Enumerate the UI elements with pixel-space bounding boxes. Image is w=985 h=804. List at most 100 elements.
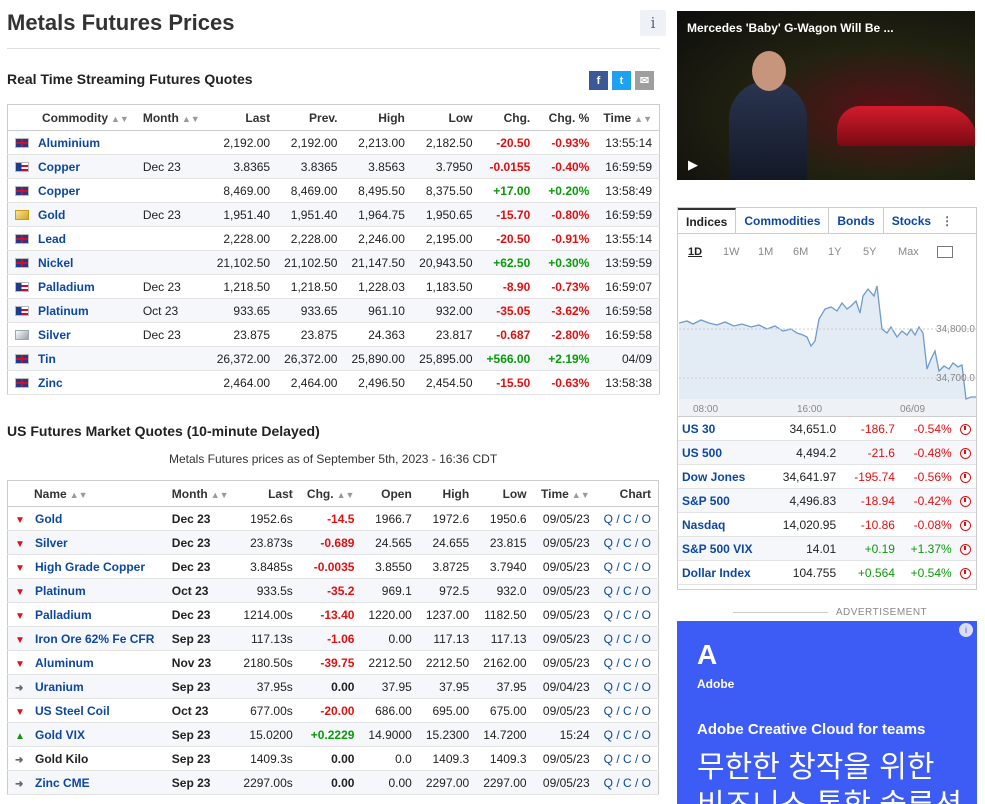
video-title[interactable]: Mercedes 'Baby' G-Wagon Will Be ... — [687, 21, 894, 35]
chart-links[interactable]: Q / C / O — [596, 602, 659, 627]
chart-links[interactable]: Q / C / O — [596, 674, 659, 699]
chart-links[interactable]: Q / C / O — [596, 626, 659, 651]
commodity-name-link[interactable]: Copper — [7, 178, 136, 203]
info-icon[interactable]: i — [640, 10, 666, 36]
col-time[interactable]: Time ▲▼ — [533, 480, 597, 507]
chart-links[interactable]: Q / C / O — [596, 506, 659, 531]
video-player[interactable]: Mercedes 'Baby' G-Wagon Will Be ... ▶ — [677, 11, 975, 180]
futures-name-link[interactable]: ▲ Gold VIX — [7, 722, 165, 747]
table-row[interactable]: Platinum Oct 23 933.65 933.65 961.10 932… — [7, 298, 660, 323]
commodity-name-link[interactable]: Platinum — [7, 298, 136, 323]
index-name-link[interactable]: Dollar Index — [678, 560, 762, 585]
col-last[interactable]: Last — [235, 480, 300, 507]
col-last[interactable]: Last — [208, 104, 278, 131]
col-commodity[interactable]: Commodity ▲▼ — [7, 104, 136, 131]
futures-name-link[interactable]: ▼ Palladium — [7, 602, 165, 627]
chart-links[interactable]: Q / C / O — [596, 698, 659, 723]
commodity-name-link[interactable]: Gold — [7, 202, 136, 227]
index-row[interactable]: Dow Jones 34,641.97 -195.74 -0.56% — [678, 464, 976, 489]
col-open[interactable]: Open — [361, 480, 419, 507]
futures-name-link[interactable]: ▼ US Steel Coil — [7, 698, 165, 723]
table-row[interactable]: Aluminium 2,192.00 2,192.00 2,213.00 2,1… — [7, 130, 660, 155]
col-name[interactable]: Name ▲▼ — [7, 480, 165, 507]
futures-name-link[interactable]: ➜ Uranium — [7, 674, 165, 699]
table-row[interactable]: Tin 26,372.00 26,372.00 25,890.00 25,895… — [7, 346, 660, 371]
table-row[interactable]: Nickel 21,102.50 21,102.50 21,147.50 20,… — [7, 250, 660, 275]
commodity-name-link[interactable]: Aluminium — [7, 130, 136, 155]
range-6m[interactable]: 6M — [793, 246, 809, 258]
index-row[interactable]: US 500 4,494.2 -21.6 -0.48% — [678, 440, 976, 465]
index-name-link[interactable]: Dow Jones — [678, 464, 762, 489]
table-row[interactable]: ➜ Gold Kilo Sep 23 1409.3s 0.00 0.0 1409.… — [7, 746, 659, 771]
table-row[interactable]: Zinc 2,464.00 2,464.00 2,496.50 2,454.50… — [7, 370, 660, 395]
index-name-link[interactable]: S&P 500 — [678, 488, 762, 513]
table-row[interactable]: Palladium Dec 23 1,218.50 1,218.50 1,228… — [7, 274, 660, 299]
range-1m[interactable]: 1M — [758, 246, 774, 258]
tab-stocks[interactable]: Stocks — [891, 214, 932, 228]
table-row[interactable]: ▼ Palladium Dec 23 1214.00s -13.40 1220.0… — [7, 602, 659, 627]
table-row[interactable]: Copper 8,469.00 8,469.00 8,495.50 8,375.… — [7, 178, 660, 203]
range-1y[interactable]: 1Y — [828, 246, 842, 258]
index-name-link[interactable]: US 30 — [678, 416, 762, 441]
email-share-icon[interactable]: ✉ — [635, 71, 654, 90]
range-max[interactable]: Max — [898, 246, 919, 258]
range-1d[interactable]: 1D — [688, 246, 703, 258]
play-icon[interactable]: ▶ — [688, 157, 698, 172]
col-month[interactable]: Month ▲▼ — [135, 104, 209, 131]
col-high[interactable]: High — [418, 480, 477, 507]
commodity-name-link[interactable]: Zinc — [7, 370, 136, 395]
commodity-name-link[interactable]: Silver — [7, 322, 136, 347]
col-month[interactable]: Month ▲▼ — [164, 480, 236, 507]
table-row[interactable]: Silver Dec 23 23.875 23.875 24.363 23.81… — [7, 322, 660, 347]
futures-name-link[interactable]: ➜ Gold Kilo — [7, 746, 165, 771]
futures-name-link[interactable]: ➜ Zinc CME — [7, 770, 165, 795]
table-row[interactable]: ➜ Zinc CME Sep 23 2297.00s 0.00 0.00 2297… — [7, 770, 659, 795]
commodity-name-link[interactable]: Lead — [7, 226, 136, 251]
index-name-link[interactable]: Nasdaq — [678, 512, 762, 537]
expand-chart-icon[interactable] — [937, 246, 953, 258]
col-time[interactable]: Time ▲▼ — [596, 104, 660, 131]
tab-commodities[interactable]: Commodities — [736, 208, 830, 233]
index-row[interactable]: S&P 500 4,496.83 -18.94 -0.42% — [678, 488, 976, 513]
table-row[interactable]: ▼ Aluminum Nov 23 2180.50s -39.75 2212.50… — [7, 650, 659, 675]
col-chg[interactable]: Chg. ▲▼ — [299, 480, 362, 507]
range-5y[interactable]: 5Y — [863, 246, 877, 258]
index-row[interactable]: Nasdaq 14,020.95 -10.86 -0.08% — [678, 512, 976, 537]
table-row[interactable]: ▼ Silver Dec 23 23.873s -0.689 24.565 24.… — [7, 530, 659, 555]
col-low[interactable]: Low — [411, 104, 480, 131]
commodity-name-link[interactable]: Nickel — [7, 250, 136, 275]
table-row[interactable]: Lead 2,228.00 2,228.00 2,246.00 2,195.00… — [7, 226, 660, 251]
range-1w[interactable]: 1W — [723, 246, 740, 258]
tab-indices[interactable]: Indices — [678, 208, 737, 233]
futures-name-link[interactable]: ▼ Silver — [7, 530, 165, 555]
futures-name-link[interactable]: ▼ Gold — [7, 506, 165, 531]
table-row[interactable]: ▼ Gold Dec 23 1952.6s -14.5 1966.7 1972.6… — [7, 506, 659, 531]
commodity-name-link[interactable]: Palladium — [7, 274, 136, 299]
chart-links[interactable]: Q / C / O — [596, 578, 659, 603]
chart-links[interactable]: Q / C / O — [596, 530, 659, 555]
chart-links[interactable]: Q / C / O — [596, 650, 659, 675]
twitter-share-icon[interactable]: t — [612, 71, 631, 90]
table-row[interactable]: ▲ Gold VIX Sep 23 15.0200 +0.2229 14.9000… — [7, 722, 659, 747]
more-tabs-icon[interactable]: ⋮ — [941, 214, 954, 228]
adobe-ad-banner[interactable]: i A Adobe Adobe Creative Cloud for teams… — [677, 621, 977, 804]
futures-name-link[interactable]: ▼ Platinum — [7, 578, 165, 603]
table-row[interactable]: ▼ US Steel Coil Oct 23 677.00s -20.00 686… — [7, 698, 659, 723]
index-name-link[interactable]: US 500 — [678, 440, 762, 465]
table-row[interactable]: Copper Dec 23 3.8365 3.8365 3.8563 3.795… — [7, 154, 660, 179]
table-row[interactable]: ▼ High Grade Copper Dec 23 3.8485s -0.003… — [7, 554, 659, 579]
ad-choices-icon[interactable]: i — [959, 623, 973, 637]
index-row[interactable]: S&P 500 VIX 14.01 +0.19 +1.37% — [678, 536, 976, 561]
col-low[interactable]: Low — [476, 480, 534, 507]
index-row[interactable]: Dollar Index 104.755 +0.564 +0.54% — [678, 560, 976, 585]
col-prev[interactable]: Prev. — [277, 104, 345, 131]
table-row[interactable]: ➜ Uranium Sep 23 37.95s 0.00 37.95 37.95 … — [7, 674, 659, 699]
futures-name-link[interactable]: ▼ Aluminum — [7, 650, 165, 675]
table-row[interactable]: Gold Dec 23 1,951.40 1,951.40 1,964.75 1… — [7, 202, 660, 227]
chart-links[interactable]: Q / C / O — [596, 554, 659, 579]
futures-name-link[interactable]: ▼ Iron Ore 62% Fe CFR — [7, 626, 165, 651]
col-chg-pct[interactable]: Chg. % — [537, 104, 597, 131]
table-row[interactable]: ▼ Iron Ore 62% Fe CFR Sep 23 117.13s -1.0… — [7, 626, 659, 651]
futures-name-link[interactable]: ▼ High Grade Copper — [7, 554, 165, 579]
chart-links[interactable]: Q / C / O — [596, 722, 659, 747]
